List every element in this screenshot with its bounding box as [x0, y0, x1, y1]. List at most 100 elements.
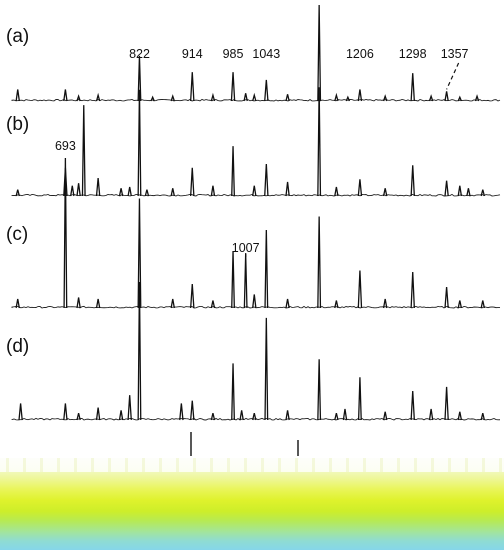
peak-615	[18, 403, 23, 421]
peak-610	[15, 89, 20, 102]
peak-label-822: 822	[129, 47, 150, 61]
peak-693	[63, 89, 68, 102]
peak-822	[137, 281, 142, 421]
peak-1043	[264, 163, 269, 197]
peak-716	[76, 297, 81, 309]
peak-985	[231, 146, 235, 197]
peak-1180	[342, 408, 348, 421]
peak-1165	[334, 300, 339, 309]
peak-label-1007: 1007	[232, 241, 260, 255]
spectrum-panel-d: (d)	[6, 281, 501, 421]
peak-835	[144, 189, 150, 197]
peak-1165	[334, 186, 339, 197]
spectrum-panel-c: (c) 693 1007	[6, 139, 501, 309]
peak-790	[118, 188, 124, 197]
peak-1357	[444, 386, 449, 421]
peak-1330	[428, 94, 434, 102]
peak-693	[63, 157, 68, 309]
peak-822	[137, 89, 142, 197]
peak-805	[127, 395, 132, 421]
peak-label-985: 985	[223, 47, 244, 61]
peak-716	[76, 94, 81, 102]
peak-1250	[382, 298, 388, 309]
peak-1165	[334, 92, 339, 102]
peak-1380	[457, 95, 463, 102]
peak-880	[170, 298, 175, 309]
peak-950	[210, 185, 216, 197]
peak-610	[15, 189, 20, 197]
peak-716	[76, 183, 81, 197]
peak-1022	[252, 185, 257, 197]
peak-1250	[382, 94, 388, 102]
peak-1022	[252, 92, 257, 102]
peak-1380	[457, 411, 463, 421]
peak-950	[210, 92, 216, 102]
peak-label-1206: 1206	[346, 47, 374, 61]
peak-1420	[480, 300, 486, 309]
peak-750	[95, 92, 101, 102]
peak-693	[63, 403, 68, 421]
peak-1022	[252, 412, 257, 421]
peak-label-914: 914	[182, 47, 203, 61]
peak-790	[118, 410, 124, 421]
peak-985	[231, 250, 235, 309]
peak-1250	[382, 411, 388, 421]
peak-750	[95, 298, 101, 309]
peak-716	[76, 412, 81, 421]
peak-1298	[410, 165, 415, 197]
peak-label-1135: 1135	[306, 0, 333, 2]
peak-1135	[317, 359, 322, 421]
peak-845	[150, 95, 155, 102]
peak-1165	[334, 412, 339, 421]
peak-1410	[474, 94, 480, 102]
peak-1185	[345, 95, 351, 102]
spectrum-baseline	[11, 193, 501, 197]
peak-914	[190, 167, 195, 197]
leader-line-1357	[446, 62, 460, 90]
peak-1357	[444, 91, 449, 102]
panel-label: (c)	[6, 224, 28, 245]
peak-1007	[243, 253, 248, 309]
peak-1357	[444, 180, 449, 197]
peak-1250	[382, 188, 388, 197]
spectrum-panel-b: (b)	[6, 87, 501, 197]
peak-705	[70, 185, 75, 197]
partial-panel-e	[190, 432, 299, 456]
peak-1080	[285, 181, 290, 197]
peak-950	[210, 412, 216, 421]
peak-1330	[428, 408, 434, 421]
peak-1043	[264, 317, 269, 421]
panel-label: (d)	[6, 336, 29, 357]
spectrum-panel-a: (a) 822 914 985 1043 1135 1206 1298 1357	[6, 0, 501, 102]
peak-914	[190, 283, 195, 309]
peak-950	[210, 300, 216, 309]
peak-1380	[457, 185, 463, 197]
peak-1135	[317, 216, 322, 309]
peak-1000	[239, 410, 244, 421]
peak-1206	[357, 179, 363, 197]
peak-1298	[410, 390, 415, 421]
peak-895	[179, 403, 184, 421]
spectrum-baseline	[11, 98, 501, 102]
peak-985	[231, 363, 235, 421]
peak-1206	[357, 377, 362, 421]
peak-914	[190, 72, 195, 102]
peak-822	[137, 55, 142, 102]
peak-label-1043: 1043	[252, 47, 280, 61]
peak-label-693: 693	[55, 139, 76, 153]
peak-1298	[410, 271, 415, 309]
peak-805	[127, 186, 132, 197]
peak-880	[170, 188, 175, 197]
peak-1420	[480, 189, 486, 197]
peak-1380	[457, 300, 463, 309]
peak-822	[137, 198, 142, 309]
peak-label-1298: 1298	[399, 47, 427, 61]
peak-1206	[357, 89, 363, 102]
peak-985	[230, 72, 236, 102]
peak-1043	[264, 229, 269, 309]
peak-1007	[243, 93, 248, 102]
panel-label: (b)	[6, 114, 29, 135]
peak-1080	[285, 94, 290, 102]
panel-label: (a)	[6, 26, 29, 47]
